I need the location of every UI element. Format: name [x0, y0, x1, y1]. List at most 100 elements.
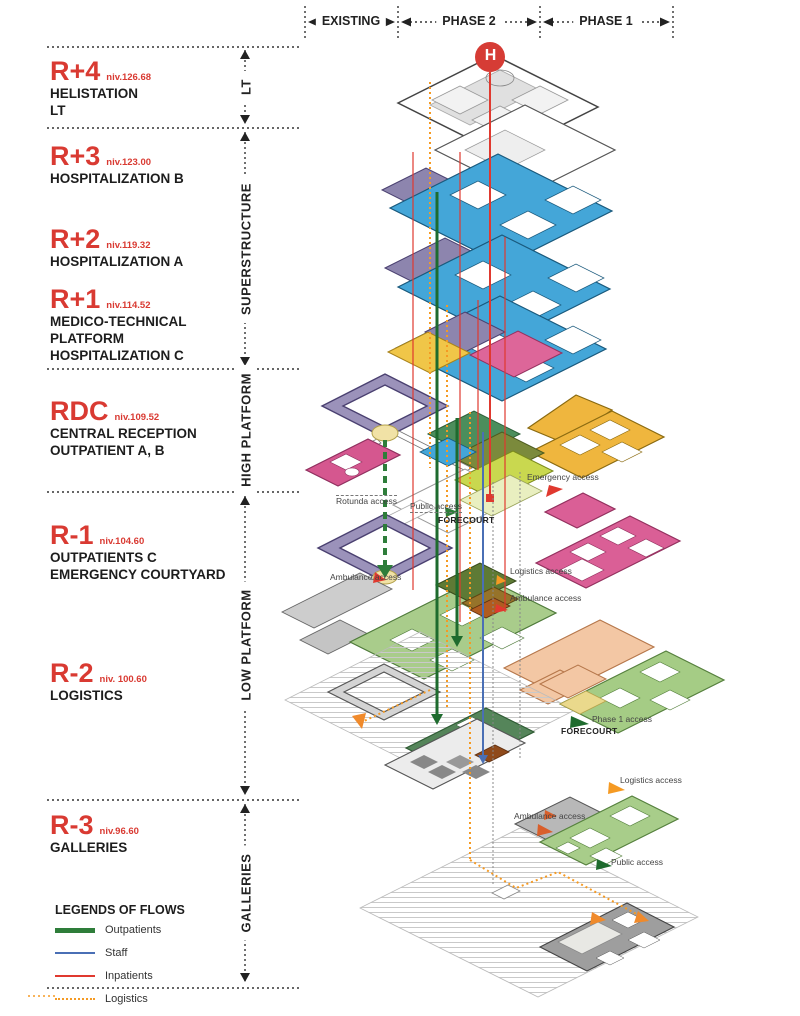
- access-arrows: [373, 485, 625, 870]
- level-title: RDC: [50, 396, 109, 426]
- level-title: R-3: [50, 810, 94, 840]
- section-label-galleries: GALLERIES: [236, 845, 256, 941]
- inpatients-line-swatch: [55, 975, 95, 977]
- public-access-arrow-2: [596, 859, 612, 870]
- level-title: R+4: [50, 56, 101, 86]
- level-label-rdc: RDC niv.109.52 CENTRAL RECEPTION OUTPATI…: [50, 398, 197, 459]
- level-label-r2: R+2 niv.119.32 HOSPITALIZATION A: [50, 226, 183, 270]
- level-label-r3: R+3 niv.123.00 HOSPITALIZATION B: [50, 143, 184, 187]
- phase1-access-label: Phase 1 access: [592, 714, 653, 724]
- public-access-label-1: Public access: [410, 501, 462, 514]
- ambulance-access-arrow-2: [495, 604, 508, 613]
- legend-label: Inpatients: [105, 970, 153, 982]
- level-niv: niv.109.52: [114, 412, 160, 423]
- flow-logistics-arrows: [352, 713, 649, 925]
- level-line: HOSPITALIZATION B: [50, 171, 184, 186]
- legend-label: Outpatients: [105, 924, 162, 936]
- ambulance-access-arrow-3a: [544, 810, 557, 820]
- rotunda-access-label: Rotunda access: [336, 495, 397, 506]
- phase-label-phase2: PHASE 2: [436, 14, 502, 28]
- level-label-r-2: R-2 niv. 100.60 LOGISTICS: [50, 660, 147, 704]
- staff-line-swatch: [55, 952, 95, 954]
- forecourt-label-1: FORECOURT: [438, 515, 495, 525]
- level-niv: niv.119.32: [106, 240, 151, 251]
- plate-r2: [383, 234, 612, 342]
- phase-label-existing: EXISTING: [315, 14, 387, 28]
- flow-outpatients-lines: [383, 192, 459, 714]
- legend-label: Logistics: [105, 993, 148, 1005]
- flow-inpatients-lines: [412, 72, 506, 622]
- helipad-icon: [475, 42, 505, 72]
- level-title: R+2: [50, 224, 101, 254]
- section-label-low-platform: LOW PLATFORM: [236, 581, 256, 709]
- level-niv: niv.104.60: [99, 536, 145, 547]
- level-niv: niv.123.00: [106, 157, 152, 168]
- ambulance-access-arrow-3b: [537, 824, 553, 836]
- level-line: HELISTATION: [50, 86, 138, 101]
- helipad-letter: H: [484, 47, 497, 64]
- flow-staff-line: [478, 432, 488, 764]
- level-separators: [28, 46, 302, 997]
- guide-dotted-lines: [492, 472, 521, 886]
- legend-item-outpatients: Outpatients: [55, 924, 185, 936]
- ambulance-access-label-1: Ambulance access: [330, 572, 402, 582]
- level-line: HOSPITALIZATION A: [50, 254, 184, 269]
- level-line: OUTPATIENTS C: [50, 550, 157, 565]
- plate-r1: [386, 295, 608, 402]
- level-line: GALLERIES: [50, 840, 128, 855]
- legend-item-staff: Staff: [55, 947, 185, 959]
- level-title: R-1: [50, 520, 94, 550]
- emergency-access-label: Emergency access: [527, 472, 599, 482]
- plate-r-3: [359, 795, 699, 998]
- level-line: OUTPATIENT A, B: [50, 443, 165, 458]
- section-label-high-platform: HIGH PLATFORM: [236, 365, 256, 495]
- section-label-lt: LT: [236, 71, 256, 103]
- forecourt-label-2: FORECOURT: [561, 726, 618, 736]
- plate-r-2: [284, 631, 726, 790]
- logistics-access-arrow-1: [496, 575, 506, 585]
- outpatients-line-swatch: [55, 927, 95, 933]
- level-title: R-2: [50, 658, 94, 688]
- legend-of-flows: LEGENDS OF FLOWS Outpatients Staff Inpat…: [55, 903, 185, 1016]
- flow-outpatients-arrows: [377, 565, 463, 725]
- legend-item-inpatients: Inpatients: [55, 970, 185, 982]
- logistics-access-label-2: Logistics access: [620, 775, 682, 785]
- inpatients-endpoint: [486, 494, 494, 502]
- emergency-access-arrow: [546, 485, 563, 497]
- section-label-superstructure: SUPERSTRUCTURE: [236, 175, 256, 323]
- phase-label-phase1: PHASE 1: [573, 14, 639, 28]
- level-title: R+3: [50, 141, 101, 171]
- level-line: EMERGENCY COURTYARD: [50, 567, 226, 582]
- level-line: PLATFORM: [50, 331, 124, 346]
- ambulance-access-arrow-1: [373, 572, 386, 583]
- ambulance-access-label-3: Ambulance access: [514, 811, 586, 821]
- level-line: LOGISTICS: [50, 688, 123, 703]
- level-line: CENTRAL RECEPTION: [50, 426, 197, 441]
- phase1-access-arrow: [570, 716, 589, 728]
- public-access-label-2: Public access: [611, 857, 663, 867]
- logistics-line-swatch: [55, 998, 95, 1000]
- level-niv: niv.126.68: [106, 72, 152, 83]
- level-title: R+1: [50, 284, 101, 314]
- plate-r3: [380, 153, 614, 266]
- level-label-r-1: R-1 niv.104.60 OUTPATIENTS C EMERGENCY C…: [50, 522, 226, 583]
- level-niv: niv.96.60: [99, 826, 139, 837]
- level-label-r-3: R-3 niv.96.60 GALLERIES: [50, 812, 139, 856]
- legend-item-logistics: Logistics: [55, 993, 185, 1005]
- legend-title: LEGENDS OF FLOWS: [55, 903, 185, 917]
- logistics-access-arrow-2: [608, 782, 625, 794]
- level-line: LT: [50, 103, 66, 118]
- phase-ruler-arrows: [308, 17, 670, 27]
- level-niv: niv. 100.60: [99, 674, 147, 685]
- logistics-access-label-1: Logistics access: [510, 566, 572, 576]
- public-access-arrow-1: [445, 507, 458, 517]
- level-line: HOSPITALIZATION C: [50, 348, 184, 363]
- level-niv: niv.114.52: [106, 300, 151, 311]
- legend-label: Staff: [105, 947, 128, 959]
- level-label-r1: R+1 niv.114.52 MEDICO-TECHNICAL PLATFORM…: [50, 286, 187, 364]
- ambulance-access-label-2: Ambulance access: [510, 593, 582, 603]
- level-label-r4: R+4 niv.126.68 HELISTATION LT: [50, 58, 151, 119]
